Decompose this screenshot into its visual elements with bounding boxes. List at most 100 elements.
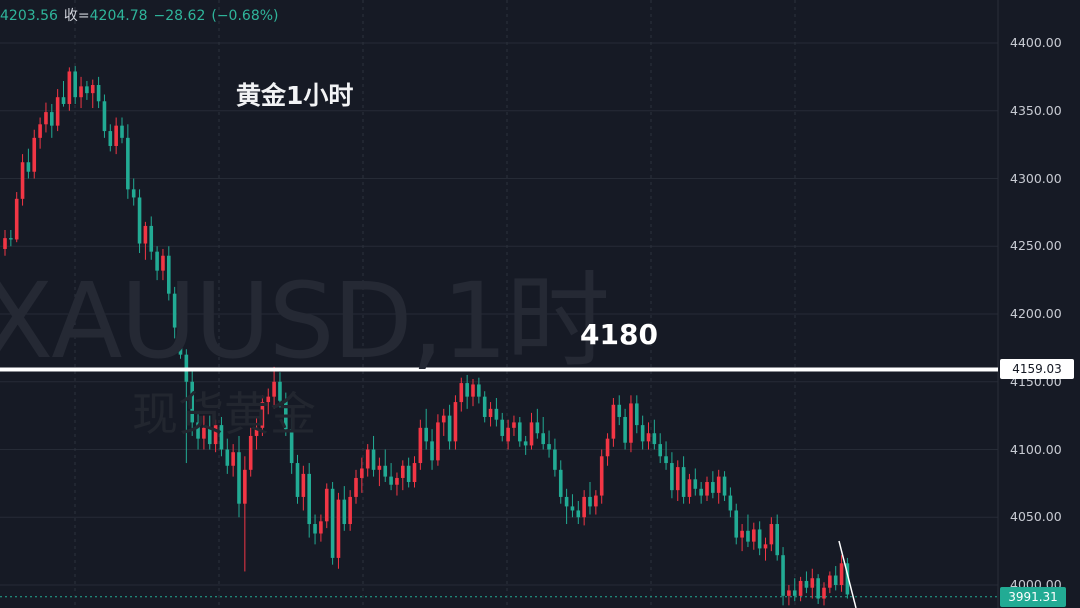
candle-body: [845, 563, 850, 595]
candle-body: [207, 427, 212, 445]
candle-body: [500, 419, 505, 436]
candle-body: [9, 238, 13, 240]
candle-body: [61, 97, 66, 104]
candle-body: [447, 415, 452, 442]
candle-body: [488, 408, 493, 417]
candle-body: [377, 465, 382, 470]
candle-body: [137, 197, 142, 244]
candle-body: [664, 456, 668, 464]
candle-body: [781, 555, 785, 596]
candle-body: [108, 131, 113, 146]
candle-body: [652, 433, 657, 445]
candle-body: [792, 590, 797, 596]
candle-body: [734, 510, 739, 538]
candle-body: [605, 438, 610, 457]
candle-body: [96, 85, 101, 102]
candle-body: [716, 476, 721, 493]
level-annotation: 4180: [580, 318, 658, 351]
candle-body: [798, 580, 803, 596]
change-percent: (−0.68%): [211, 8, 279, 24]
candle-body: [728, 495, 733, 511]
candle-body: [477, 384, 481, 397]
candle-body: [354, 477, 358, 497]
candle-body: [73, 71, 77, 98]
symbol-watermark: XAUUSD,1时: [0, 260, 610, 382]
candle-body: [617, 404, 622, 417]
overlays: [0, 367, 998, 608]
candle-body: [757, 529, 762, 549]
candle-body: [50, 112, 54, 126]
candle-body: [769, 524, 774, 545]
candle-body: [576, 510, 581, 518]
candle-body: [453, 402, 458, 442]
candle-body: [629, 403, 633, 443]
close-label: 收=: [63, 8, 90, 24]
candle-body: [307, 473, 311, 525]
candle-body: [588, 496, 592, 507]
candle-body: [102, 101, 107, 132]
candle-body: [693, 479, 698, 489]
candle-body: [681, 467, 686, 497]
candle-body: [44, 112, 48, 125]
candle-body: [231, 452, 235, 466]
candle-body: [412, 463, 417, 483]
candle-body: [436, 422, 440, 461]
candle-body: [336, 499, 341, 558]
candle-body: [149, 225, 154, 252]
candle-body: [775, 524, 779, 556]
candle-body: [687, 479, 692, 497]
price-tick-label: 4400.00: [1010, 35, 1062, 50]
candle-body: [424, 427, 428, 442]
candle-body: [243, 469, 247, 504]
candle-body: [114, 125, 118, 146]
candle-body: [570, 506, 575, 511]
candle-body: [711, 482, 715, 493]
candle-body: [178, 327, 183, 355]
candle-body: [529, 422, 534, 446]
candle-body: [79, 86, 83, 98]
price-tick-label: 4350.00: [1010, 102, 1062, 118]
candle-body: [237, 452, 241, 504]
candle-body: [360, 468, 364, 478]
candle-body: [319, 521, 323, 534]
candle-body: [523, 441, 528, 446]
candle-body: [143, 225, 148, 244]
candle-body: [471, 384, 475, 397]
candle-body: [401, 465, 405, 478]
candle-body: [313, 524, 317, 534]
candle-body: [465, 383, 469, 397]
candle-body: [839, 563, 844, 585]
candle-body: [828, 575, 832, 588]
candle-body: [582, 496, 586, 518]
candle-body: [740, 530, 744, 538]
candle-body: [752, 529, 756, 542]
candle-body: [202, 427, 206, 439]
ohlc-readout: 4203.56 收=4204.78 −28.62 (−0.68%): [0, 5, 285, 25]
candle-body: [342, 499, 347, 525]
price-tick-label: 4300.00: [1010, 170, 1062, 186]
candle-body: [441, 415, 446, 423]
candle-body: [804, 580, 809, 588]
candle-body: [248, 435, 253, 470]
candle-body: [131, 189, 136, 198]
candle-body: [816, 578, 820, 599]
price-tick-label: 4100.00: [1010, 441, 1062, 457]
candle-body: [14, 198, 19, 240]
candle-body: [541, 433, 545, 445]
price-tick-label: 4050.00: [1010, 509, 1062, 525]
candle-body: [646, 433, 651, 442]
grid: [0, 0, 999, 608]
candle-body: [640, 425, 645, 442]
price-tick-label: 4250.00: [1010, 238, 1062, 254]
chart-title: 黄金1小时: [236, 81, 354, 110]
candle-body: [272, 381, 276, 397]
candle-body: [295, 463, 300, 497]
candles: [3, 66, 850, 606]
candle-body: [55, 97, 60, 126]
candle-body: [722, 476, 727, 496]
candle-body: [38, 124, 42, 138]
candle-body: [383, 465, 388, 477]
candle-body: [389, 476, 393, 485]
